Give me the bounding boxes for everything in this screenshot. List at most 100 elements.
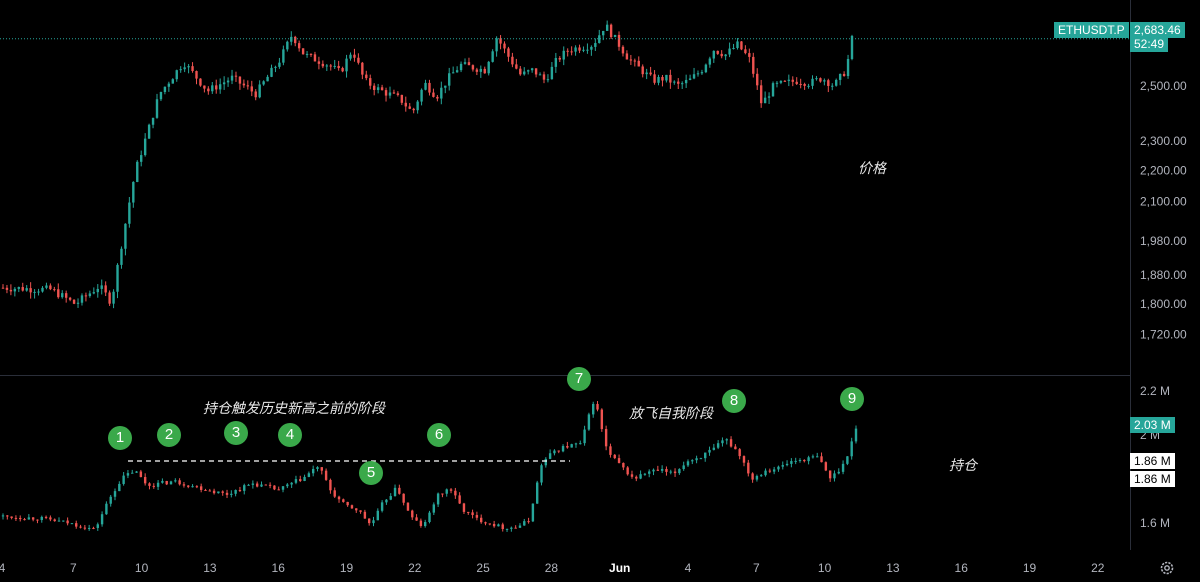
oi-candle-body (316, 467, 319, 469)
marker-badge-2: 2 (157, 423, 181, 447)
oi-candle-body (794, 460, 797, 462)
oi-candle-body (583, 429, 586, 444)
oi-candle-body (820, 456, 823, 463)
oi-candle-body (281, 486, 285, 490)
price-candle-body (775, 82, 779, 84)
settings-gear-icon[interactable] (1159, 560, 1175, 576)
oi-candle-body (462, 503, 466, 512)
price-candle-body (301, 48, 305, 55)
oi-candle-body (579, 443, 582, 445)
price-candle-body (779, 80, 783, 83)
oi-candle-body (828, 470, 832, 479)
oi-candle-body (389, 496, 392, 500)
oi-candle-body (174, 480, 177, 482)
price-candle-body (171, 79, 174, 84)
oi-axis-tick-label: 2.2 M (1140, 384, 1170, 398)
x-axis-tick-label: 22 (408, 561, 422, 575)
price-candle-body (491, 51, 494, 62)
oi-candle-body (230, 493, 233, 495)
oi-candle-body (497, 524, 500, 527)
price-candle-body (218, 84, 222, 90)
price-candle-body (203, 85, 206, 89)
oi-candle-body (764, 470, 767, 476)
price-candle-body (459, 63, 463, 71)
price-axis-tick-label: 2,300.00 (1140, 134, 1187, 148)
price-candle-body (187, 66, 190, 68)
price-candle-body (475, 69, 479, 72)
oi-candle-body (260, 484, 263, 487)
price-axis-tick-label: 2,100.00 (1140, 195, 1187, 209)
price-candle-body (345, 58, 348, 72)
oi-candle-body (70, 523, 74, 525)
oi-candle-body (630, 474, 634, 477)
price-candle-body (13, 288, 17, 292)
price-axis-tick-label: 2,200.00 (1140, 164, 1187, 178)
oi-candle-body (622, 462, 625, 468)
price-candle-body (700, 72, 704, 74)
price-candle-body (361, 62, 364, 75)
oi-candle-body (781, 465, 784, 467)
price-candle-body (803, 84, 806, 86)
oi-candle-body (721, 440, 724, 444)
oi-candle-body (31, 517, 35, 520)
price-candle-body (842, 73, 846, 77)
price-candle-body (84, 295, 88, 297)
oi-candle-body (122, 475, 125, 484)
oi-candle-body (729, 439, 733, 447)
oi-candle-body (501, 524, 504, 530)
oi-candle-body (708, 449, 711, 453)
price-candle-body (763, 97, 767, 104)
price-candle-body (64, 293, 68, 298)
x-axis-tick-label: 13 (203, 561, 217, 575)
price-candle-body (507, 48, 510, 57)
oi-candle-body (669, 471, 672, 473)
symbol-tag[interactable]: ETHUSDT.P (1054, 22, 1129, 38)
oi-candle-body (790, 461, 793, 464)
price-candle-body (412, 108, 415, 111)
oi-candle-body (523, 521, 526, 526)
oi-candle-body (415, 517, 418, 521)
price-candle-body (167, 83, 171, 87)
oi-candle-body (118, 483, 121, 492)
price-candle-body (791, 79, 794, 82)
price-axis-tick-label: 1,980.00 (1140, 234, 1187, 248)
oi-candle-body (811, 456, 815, 458)
price-candle-body (736, 41, 739, 48)
oi-candle-body (109, 496, 112, 504)
price-candle-body (617, 34, 621, 47)
price-candle-body (566, 50, 569, 52)
oi-candle-body (247, 484, 250, 486)
oi-candle-body (587, 414, 591, 430)
price-candle-body (37, 291, 40, 293)
price-candle-body (495, 38, 498, 52)
price-candle-body (542, 74, 546, 80)
oi-candle-body (264, 484, 267, 486)
oi-candle-body (14, 517, 18, 519)
oi-candle-body (148, 483, 151, 486)
price-candle-body (471, 65, 475, 70)
price-candle-body (246, 85, 250, 87)
price-candle-body (720, 53, 723, 57)
oi-candle-body (156, 482, 160, 487)
price-candle-body (155, 99, 159, 118)
price-candle-body (534, 68, 538, 75)
price-candle-body (605, 24, 609, 31)
x-axis-tick-label: 25 (476, 561, 490, 575)
oi-candle-body (514, 527, 517, 529)
price-candle-body (621, 46, 625, 54)
price-candle-body (562, 50, 565, 60)
price-candle-body (353, 54, 356, 58)
oi-candle-body (600, 409, 604, 430)
marker-badge-4: 4 (278, 423, 302, 447)
price-candle-body (637, 60, 640, 67)
oi-candle-body (609, 446, 612, 455)
oi-candle-body (355, 508, 358, 511)
oi-candle-body (393, 487, 397, 497)
oi-candle-body (333, 490, 336, 497)
x-axis-tick-label: 19 (340, 561, 354, 575)
price-candle-body (688, 78, 692, 80)
price-candle-body (444, 85, 447, 88)
marker-badge-9: 9 (840, 387, 864, 411)
price-candle-body (112, 291, 115, 304)
